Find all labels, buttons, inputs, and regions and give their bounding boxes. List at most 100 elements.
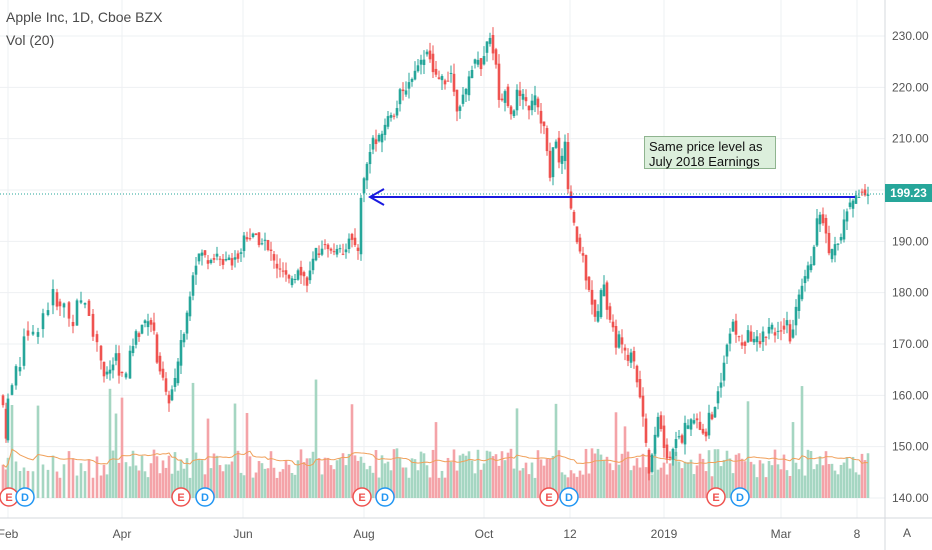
- candle-body: [302, 272, 306, 277]
- candle-body: [476, 59, 480, 65]
- volume-bar: [692, 474, 696, 498]
- volume-bar: [305, 458, 309, 498]
- earnings-marker[interactable]: [352, 487, 372, 507]
- volume-bar: [569, 470, 573, 498]
- volume-bar: [827, 464, 831, 498]
- volume-bar: [701, 458, 705, 498]
- auto-scale-button[interactable]: A: [902, 526, 911, 540]
- volume-bar: [770, 465, 774, 498]
- candle-body: [611, 321, 615, 328]
- candle-body: [848, 202, 852, 207]
- volume-bar: [614, 412, 618, 498]
- volume-bar: [302, 462, 306, 498]
- candle-body: [752, 338, 756, 343]
- dividend-marker[interactable]: [375, 487, 395, 507]
- candle-body: [455, 89, 459, 112]
- candle-body: [224, 259, 228, 261]
- volume-bar: [108, 388, 112, 498]
- volume-bar: [410, 458, 414, 498]
- volume-bar: [293, 474, 297, 498]
- volume-bar: [665, 474, 669, 498]
- candle-body: [31, 331, 35, 335]
- earnings-marker[interactable]: [539, 487, 559, 507]
- candle-body: [161, 368, 165, 378]
- candle-body: [692, 420, 696, 424]
- volume-bar: [722, 459, 726, 498]
- last-price-tag: 199.23: [885, 184, 932, 202]
- earnings-marker[interactable]: [171, 487, 191, 507]
- volume-bar: [752, 464, 756, 498]
- volume-bar: [554, 403, 558, 498]
- candle-body: [677, 436, 681, 438]
- volume-bar: [41, 464, 45, 498]
- volume-bar: [689, 459, 693, 498]
- dividend-marker[interactable]: [195, 487, 215, 507]
- candle-body: [458, 106, 462, 111]
- volume-bar: [176, 470, 180, 498]
- candle-body: [734, 320, 738, 335]
- dividend-marker[interactable]: [559, 487, 579, 507]
- volume-bar: [680, 468, 684, 498]
- candle-body: [305, 277, 309, 286]
- candle-body: [851, 200, 855, 209]
- candlesticks: [1, 27, 870, 481]
- volume-bar: [36, 405, 40, 498]
- volume-bar: [506, 452, 510, 498]
- volume-bar: [713, 449, 717, 498]
- volume-bar: [467, 451, 471, 498]
- candle-body: [368, 152, 372, 165]
- candle-body: [95, 334, 99, 343]
- volume-bar: [833, 470, 837, 498]
- chart-title: Apple Inc, 1D, Cboe BZX: [6, 9, 163, 25]
- volume-bar: [371, 472, 375, 498]
- volume-bar: [413, 459, 417, 498]
- candle-body: [803, 276, 807, 284]
- volume-bar: [542, 465, 546, 498]
- arrow-head: [367, 188, 385, 206]
- volume-bar: [848, 468, 852, 498]
- volume-bar: [124, 462, 128, 498]
- volume-bar: [539, 459, 543, 498]
- candle-body: [401, 89, 405, 92]
- volume-bar: [611, 470, 615, 498]
- candle-body: [4, 408, 8, 439]
- candle-body: [287, 275, 291, 279]
- candle-body: [134, 331, 138, 345]
- volume-bar: [383, 463, 387, 498]
- candle-body: [102, 361, 106, 377]
- earnings-marker[interactable]: [706, 487, 726, 507]
- candle-body: [641, 395, 645, 417]
- volume-bar: [114, 413, 118, 498]
- volume-indicator-label[interactable]: Vol (20): [6, 32, 55, 48]
- candle-body: [114, 353, 118, 361]
- volume-bar: [173, 452, 177, 498]
- volume-bar: [440, 470, 444, 498]
- candle-body: [269, 249, 273, 251]
- volume-bar: [332, 469, 336, 498]
- dividend-marker[interactable]: [730, 487, 750, 507]
- volume-bar: [368, 465, 372, 498]
- volume-bar: [479, 469, 483, 498]
- candle-body: [572, 211, 576, 223]
- volume-bar: [629, 470, 633, 498]
- volume-bar: [83, 471, 87, 498]
- candle-body: [599, 290, 603, 318]
- annotation-box[interactable]: Same price level as July 2018 Earnings: [644, 136, 776, 169]
- volume-bar: [128, 466, 132, 498]
- volume-bar: [836, 474, 840, 498]
- candle-body: [131, 346, 135, 354]
- volume-bar: [62, 464, 66, 498]
- candle-body: [311, 258, 315, 271]
- candle-body: [87, 300, 91, 316]
- volume-bar: [470, 460, 474, 498]
- candle-body: [99, 345, 103, 361]
- y-tick-label: 150.00: [892, 440, 929, 454]
- candle-body: [812, 246, 816, 266]
- candle-body: [188, 296, 192, 317]
- candle-body: [146, 321, 150, 328]
- volume-bar: [533, 477, 537, 498]
- dividend-marker[interactable]: [15, 487, 35, 507]
- time-axis[interactable]: Feb Apr Jun Aug Oct 12 2019 Mar 8: [0, 527, 861, 541]
